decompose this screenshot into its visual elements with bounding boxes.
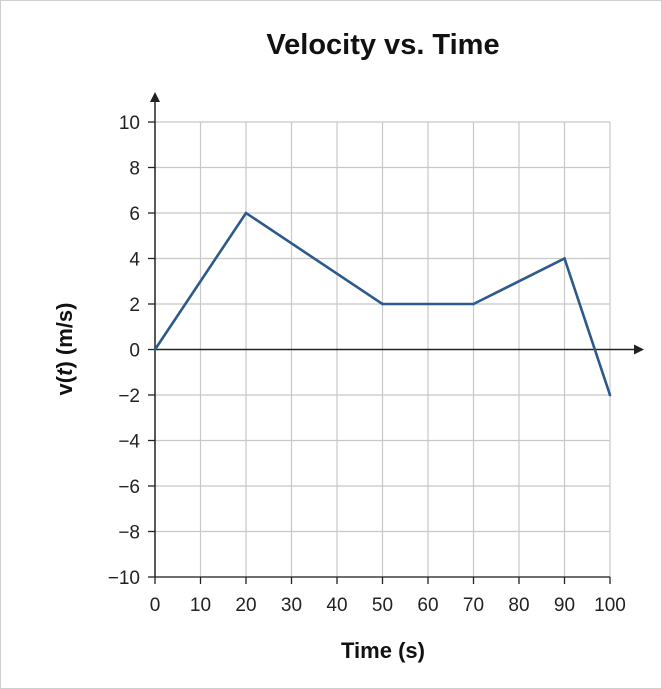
- y-tick-label: −8: [118, 523, 140, 544]
- data-point: [381, 302, 384, 306]
- y-tick-label: 8: [129, 159, 140, 180]
- x-tick-label: 20: [235, 595, 256, 616]
- axes: [148, 92, 644, 584]
- x-tick-label: 80: [508, 595, 529, 616]
- x-axis-title: Time (s): [341, 638, 425, 663]
- x-tick-label: 50: [372, 595, 393, 616]
- data-point: [244, 211, 248, 215]
- y-tick-label: −6: [118, 477, 140, 498]
- x-tick-label: 30: [281, 595, 302, 616]
- y-tick-label: 10: [119, 113, 140, 134]
- x-tick-label: 100: [594, 595, 626, 616]
- y-axis-title-variable: t: [52, 367, 77, 376]
- y-tick-label: 0: [129, 341, 140, 362]
- y-tick-label: −4: [118, 432, 140, 453]
- y-tick-label: 2: [129, 295, 140, 316]
- data-point: [608, 393, 612, 397]
- y-tick-label: 4: [129, 250, 140, 271]
- x-tick-label: 60: [417, 595, 438, 616]
- x-tick-label: 10: [190, 595, 211, 616]
- y-axis-title-prefix: v(: [52, 375, 77, 395]
- series-group: [153, 211, 612, 397]
- data-point: [563, 257, 566, 260]
- x-tick-label: 90: [554, 595, 575, 616]
- y-tick-label: 6: [129, 204, 140, 225]
- x-tick-label: 0: [150, 595, 161, 616]
- data-point: [153, 348, 157, 351]
- y-axis-title-suffix: ) (m/s): [52, 303, 77, 369]
- data-point: [472, 302, 475, 306]
- x-tick-label: 70: [463, 595, 484, 616]
- y-tick-label: −2: [118, 386, 140, 407]
- x-tick-label: 40: [326, 595, 347, 616]
- y-tick-label: −10: [108, 568, 140, 589]
- series-line: [153, 211, 612, 396]
- chart-title: Velocity vs. Time: [266, 29, 499, 61]
- y-axis-title: v(t) (m/s): [52, 303, 77, 396]
